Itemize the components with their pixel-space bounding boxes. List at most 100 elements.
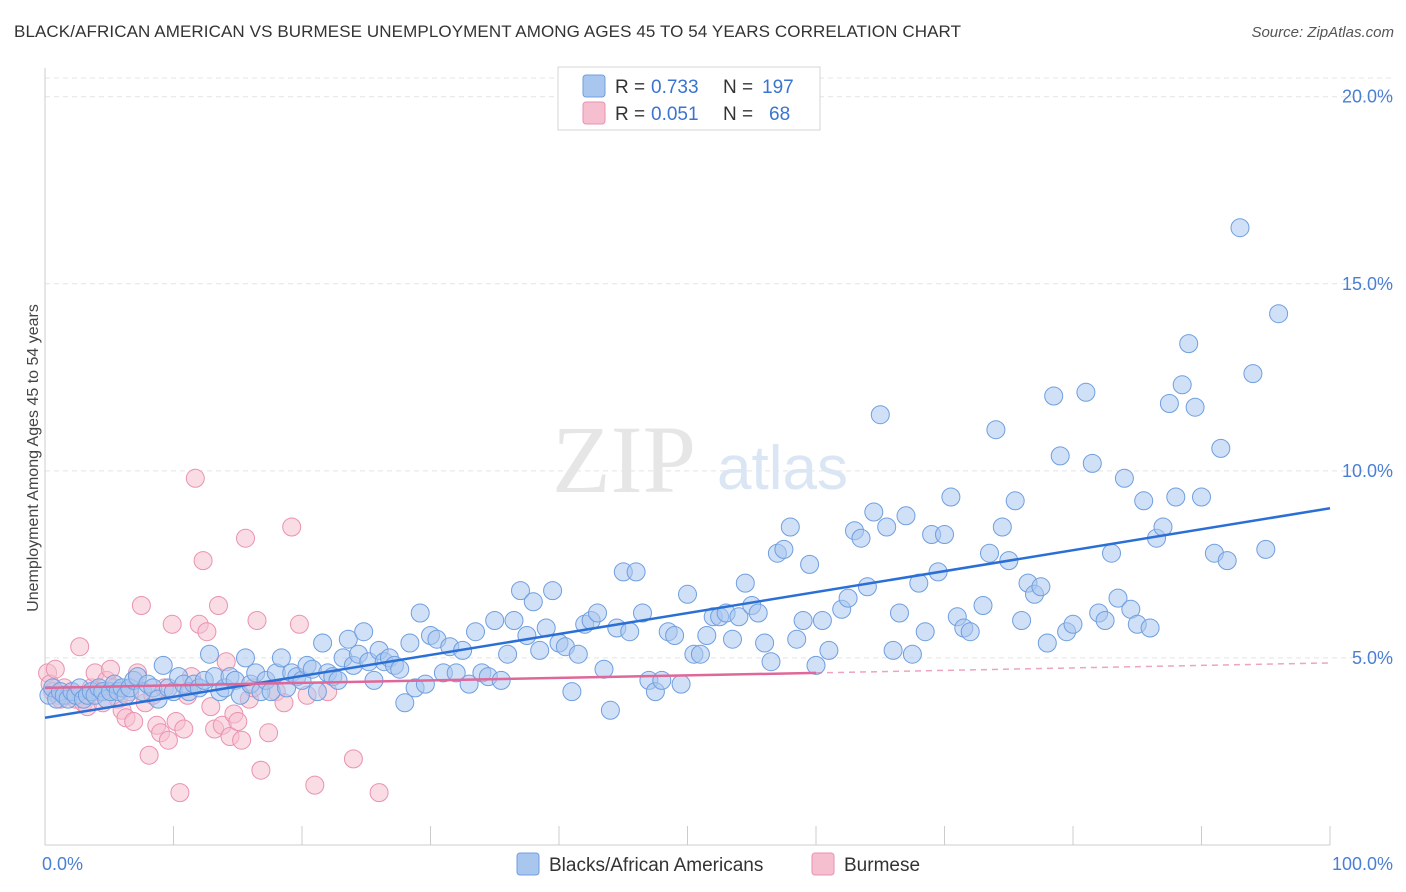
black-point (665, 626, 685, 645)
watermark: ZIP atlas (552, 406, 848, 513)
black-point (395, 693, 415, 713)
black-point (200, 644, 219, 664)
black-points (39, 218, 1289, 720)
legend-swatch-pink (582, 101, 606, 125)
series-legend: Blacks/African Americans Burmese (516, 852, 920, 876)
black-point (806, 655, 826, 675)
burmese-point (131, 596, 151, 615)
black-point (761, 652, 781, 672)
burmese-point (232, 730, 252, 750)
burmese-point (228, 712, 248, 731)
black-point (748, 603, 768, 623)
black-point (633, 603, 652, 623)
black-point (992, 517, 1012, 537)
black-point (236, 648, 255, 668)
legend-label-black: Blacks/African Americans (549, 855, 763, 876)
black-point (1211, 438, 1231, 458)
y-tick-label: 15.0% (1342, 274, 1393, 294)
black-point (1192, 487, 1211, 507)
black-point (1063, 614, 1083, 634)
black-point (1166, 487, 1186, 507)
black-point (1140, 618, 1160, 638)
burmese-point (209, 596, 228, 615)
source-label: Source: ZipAtlas.com (1251, 24, 1394, 41)
burmese-point (70, 637, 90, 657)
black-point (1095, 611, 1115, 630)
black-point (1185, 397, 1205, 417)
axes (44, 68, 1331, 846)
black-point (504, 611, 524, 630)
burmese-point (289, 614, 309, 634)
black-point (780, 517, 800, 537)
legend-n-label-1: N = (723, 77, 753, 98)
black-point (1031, 577, 1051, 597)
black-point (594, 659, 614, 679)
black-point (890, 603, 909, 623)
black-point (690, 644, 710, 664)
black-point (1172, 375, 1192, 395)
black-point (729, 607, 749, 627)
legend-swatch-black (516, 852, 540, 876)
black-point (1044, 386, 1064, 406)
black-point (1114, 468, 1134, 488)
black-point (980, 543, 999, 563)
y-axis-title: Unemployment Among Ages 45 to 54 years (25, 304, 42, 612)
burmese-points (38, 468, 389, 803)
black-point (1102, 543, 1121, 563)
burmese-point (185, 468, 205, 488)
burmese-point (45, 659, 65, 679)
burmese-point (124, 712, 144, 731)
legend-label-burmese: Burmese (844, 855, 920, 876)
black-point (543, 581, 563, 601)
black-point (671, 674, 691, 694)
black-point (626, 562, 646, 582)
black-point (1037, 633, 1057, 653)
x-tick-labels: 0.0% 100.0% (42, 854, 1393, 874)
black-point (1005, 491, 1025, 511)
black-point (1243, 364, 1263, 384)
black-point (678, 584, 697, 604)
burmese-point (251, 760, 271, 780)
black-point (485, 611, 505, 630)
black-point (600, 700, 620, 720)
black-point (523, 592, 543, 612)
burmese-point (247, 611, 267, 630)
burmese-point (369, 783, 389, 803)
black-point (446, 663, 466, 683)
burmese-point (162, 614, 182, 634)
burmese-trend-extension (815, 662, 1331, 674)
grid-lines (45, 77, 1395, 659)
burmese-point (236, 528, 255, 548)
black-point (466, 622, 485, 642)
black-point (935, 525, 954, 544)
black-point (652, 670, 672, 690)
black-point (1230, 218, 1250, 238)
chart-title: BLACK/AFRICAN AMERICAN VS BURMESE UNEMPL… (14, 22, 962, 41)
black-point (517, 626, 537, 645)
black-point (870, 405, 890, 425)
y-tick-label: 10.0% (1342, 461, 1393, 481)
black-point (883, 640, 903, 660)
black-point (313, 633, 333, 653)
black-point (973, 596, 993, 615)
black-point (1082, 453, 1102, 473)
burmese-point (305, 775, 325, 795)
black-point (800, 554, 820, 574)
burmese-point (158, 730, 178, 750)
black-point (354, 622, 374, 642)
black-point (838, 588, 858, 608)
black-point (960, 622, 980, 642)
correlation-legend: R = 0.733 N = 197 R = 0.051 N = 68 (557, 66, 821, 131)
black-point (1217, 551, 1237, 571)
black-point (415, 674, 435, 694)
black-point (1012, 611, 1032, 630)
trend-lines (44, 507, 1331, 720)
black-point (1269, 304, 1289, 324)
black-point (1076, 382, 1096, 402)
black-point (1179, 334, 1199, 354)
black-point (735, 573, 755, 593)
black-point (588, 603, 607, 623)
black-point (787, 629, 807, 649)
burmese-trend-line (44, 671, 817, 690)
